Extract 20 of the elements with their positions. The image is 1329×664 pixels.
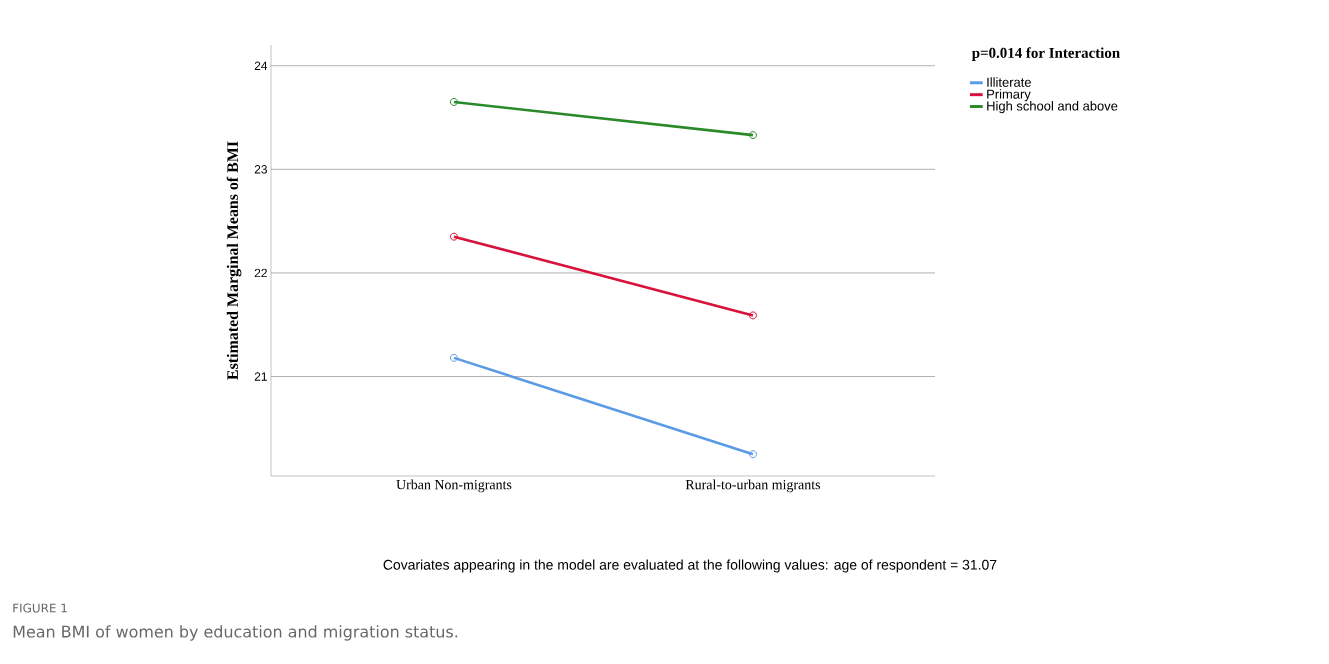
y-tick-label: 22 [254,268,267,278]
point [449,353,458,362]
point [449,97,458,106]
point [748,311,757,320]
point [748,131,757,140]
text: Covariates appearing in the model are evaluated at the following values: age of respondent = 31.07 [383,559,997,573]
legend-label: High school and above [987,101,1118,114]
legend-label: Illiterate [987,77,1031,87]
x-tick-label: Rural-to-urban migrants [685,479,821,493]
caption: FIGURE 1 [13,603,67,613]
x-tick-label: Urban Non-migrants [396,479,512,493]
legend-title: p=0.014 for Interaction [971,47,1120,61]
text: Mean BMI of women by education and migration status. [13,625,458,641]
point [748,450,757,459]
point [449,232,458,241]
legend-label: Primary [987,89,1031,102]
y-tick-label: 24 [254,61,268,70]
y-axis-title: Estimated Marginal Means of BMI [226,141,242,380]
y-tick-label: 21 [254,372,267,381]
y-tick-label: 23 [254,165,267,174]
